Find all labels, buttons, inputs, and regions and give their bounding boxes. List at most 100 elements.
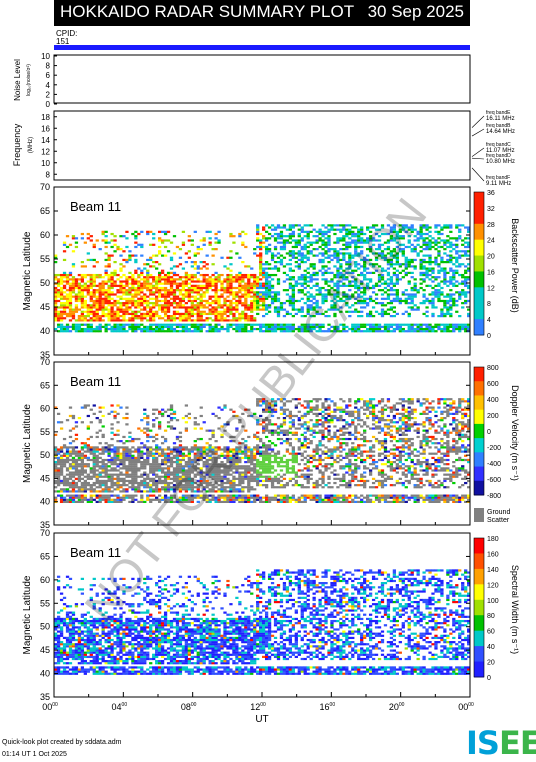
- lat-tick: 70: [40, 182, 50, 192]
- noise-ytick: 2: [46, 90, 51, 99]
- beam-label: Beam 11: [70, 199, 121, 214]
- colorbar-segment: [474, 224, 484, 240]
- freq-ylabel: Frequency: [12, 123, 22, 166]
- colorbar-segment: [474, 615, 484, 631]
- freq-band-value: 10.80 MHz: [486, 159, 515, 165]
- freq-ytick: 18: [41, 113, 50, 122]
- colorbar-tick: 80: [487, 613, 495, 620]
- colorbar-tick: 20: [487, 660, 495, 667]
- noise-ylabel: Noise Level: [13, 59, 22, 101]
- colorbar-segment: [474, 410, 484, 425]
- noise-ytick: 10: [41, 52, 50, 61]
- colorbar-tick: 60: [487, 629, 495, 636]
- lat-tick: 60: [40, 404, 50, 414]
- scatter-label: Scatter: [487, 517, 510, 524]
- lat-tick: 45: [40, 302, 50, 312]
- colorbar-segment: [474, 631, 484, 647]
- plot-date: 30 Sep 2025: [368, 2, 464, 22]
- colorbar-segment: [474, 192, 484, 208]
- isee-logo: ISEE: [466, 724, 536, 762]
- colorbar-tick: 180: [487, 536, 499, 543]
- freq-band-value: 14.64 MHz: [486, 129, 515, 135]
- lat-tick: 65: [40, 380, 50, 390]
- colorbar-segment: [474, 662, 484, 678]
- footer-credit: Quick-look plot created by sddata.adm: [2, 739, 121, 746]
- colorbar-tick: 400: [487, 397, 499, 404]
- x-tick: 2000: [389, 702, 405, 712]
- beam-label: Beam 11: [70, 374, 121, 389]
- cpid-bar: [54, 45, 470, 50]
- x-tick: 1600: [320, 702, 336, 712]
- colorbar-tick: 8: [487, 301, 491, 308]
- freq-ytick: 10: [41, 159, 50, 168]
- noise-panel: [54, 55, 470, 103]
- lat-tick: 45: [40, 645, 50, 655]
- colorbar-title: Backscatter Power (dB): [510, 218, 520, 313]
- colorbar-segment: [474, 395, 484, 410]
- colorbar-tick: 100: [487, 598, 499, 605]
- colorbar-tick: 16: [487, 269, 495, 276]
- colorbar-tick: 160: [487, 551, 499, 558]
- colorbar-segment: [474, 553, 484, 569]
- colorbar-segment: [474, 271, 484, 287]
- noise-ytick: 0: [46, 100, 51, 109]
- cpid-value: 151: [56, 37, 70, 46]
- colorbar-tick: 12: [487, 285, 495, 292]
- lat-tick: 50: [40, 278, 50, 288]
- lat-tick: 50: [40, 450, 50, 460]
- colorbar-title: Doppler Velocity (m s⁻¹): [510, 385, 520, 481]
- lat-tick: 55: [40, 254, 50, 264]
- lat-tick: 50: [40, 622, 50, 632]
- colorbar-tick: 200: [487, 413, 499, 420]
- lat-tick: 60: [40, 230, 50, 240]
- x-tick: 1200: [250, 702, 266, 712]
- lat-axis-label: Magnetic Latitude: [22, 231, 33, 310]
- lat-tick: 55: [40, 427, 50, 437]
- colorbar-segment: [474, 600, 484, 616]
- colorbar-segment: [474, 584, 484, 600]
- colorbar-tick: 4: [487, 317, 491, 324]
- freq-band-value: 9.11 MHz: [486, 181, 511, 187]
- lat-tick: 35: [40, 692, 50, 702]
- colorbar-segment: [474, 538, 484, 554]
- colorbar-tick: 36: [487, 190, 495, 197]
- colorbar-tick: 600: [487, 381, 499, 388]
- freq-band-value: 16.11 MHz: [486, 116, 515, 122]
- noise-ytick: 4: [46, 81, 51, 90]
- lat-axis-label: Magnetic Latitude: [22, 575, 33, 654]
- ground-label: Ground: [487, 509, 510, 516]
- colorbar-tick: 32: [487, 206, 495, 213]
- colorbar-tick: -200: [487, 445, 501, 452]
- lat-tick: 40: [40, 669, 50, 679]
- plot-title: HOKKAIDO RADAR SUMMARY PLOT: [60, 2, 354, 22]
- x-tick: 0000: [458, 702, 474, 712]
- lat-tick: 70: [40, 528, 50, 538]
- x-tick: 0400: [112, 702, 128, 712]
- colorbar-tick: -400: [487, 461, 501, 468]
- colorbar-tick: -800: [487, 493, 501, 500]
- freq-ytick: 12: [41, 147, 50, 156]
- colorbar-tick: 120: [487, 582, 499, 589]
- colorbar-segment: [474, 438, 484, 453]
- lat-tick: 40: [40, 497, 50, 507]
- colorbar-tick: 0: [487, 333, 491, 340]
- colorbar-segment: [474, 569, 484, 585]
- lat-tick: 45: [40, 473, 50, 483]
- x-tick: 0000: [42, 702, 58, 712]
- lat-tick: 65: [40, 206, 50, 216]
- lat-tick: 55: [40, 598, 50, 608]
- colorbar-tick: 140: [487, 567, 499, 574]
- x-tick: 0800: [181, 702, 197, 712]
- lat-tick: 65: [40, 551, 50, 561]
- colorbar-segment: [474, 452, 484, 467]
- colorbar-segment: [474, 287, 484, 303]
- noise-ytick: 6: [46, 71, 51, 80]
- colorbar-tick: -600: [487, 477, 501, 484]
- colorbar-segment: [474, 481, 484, 496]
- colorbar-title: Spectral Width (m s⁻¹): [510, 565, 520, 654]
- lat-tick: 70: [40, 357, 50, 367]
- colorbar-segment: [474, 319, 484, 335]
- colorbar-segment: [474, 256, 484, 272]
- colorbar-tick: 0: [487, 429, 491, 436]
